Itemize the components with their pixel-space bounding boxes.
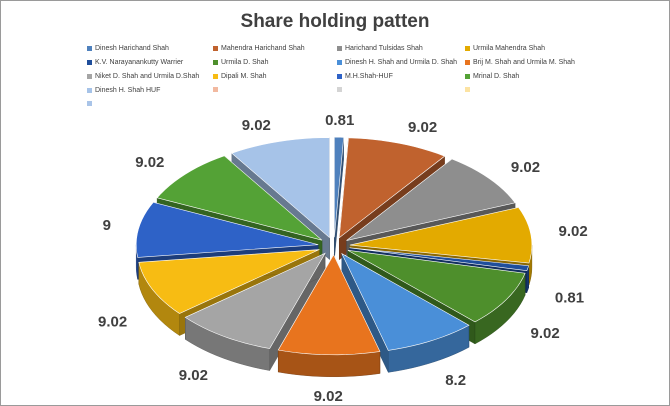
legend-label: Niket D. Shah and Urmila D.Shah	[95, 73, 200, 80]
legend-item: Dinesh H. Shah HUF	[87, 87, 160, 94]
legend-item-empty	[87, 101, 95, 106]
legend-item: M.H.Shah-HUF	[337, 73, 393, 80]
pie-slice	[277, 254, 381, 377]
data-label: 9.02	[242, 117, 271, 134]
data-label: 0.81	[325, 112, 354, 129]
legend-label: Mrinal D. Shah	[473, 73, 520, 80]
legend-swatch	[87, 101, 92, 106]
legend-swatch	[213, 46, 218, 51]
data-label: 9	[103, 217, 111, 234]
data-label: 9.02	[408, 119, 437, 136]
data-label: 8.2	[445, 372, 466, 389]
chart-title: Share holding patten	[240, 11, 430, 32]
legend-label: Harichand Tulsidas Shah	[345, 45, 423, 52]
legend-item: Urmila Mahendra Shah	[465, 45, 545, 52]
legend-swatch	[213, 74, 218, 79]
legend-swatch	[337, 87, 342, 92]
legend-swatch	[87, 74, 92, 79]
legend-item: K.V. Narayanankutty Warrier	[87, 59, 183, 66]
legend-swatch	[465, 60, 470, 65]
legend-label: M.H.Shah-HUF	[345, 73, 393, 80]
legend-swatch	[465, 87, 470, 92]
data-label: 0.81	[555, 289, 584, 306]
legend-swatch	[465, 74, 470, 79]
legend-label: Dinesh H. Shah HUF	[95, 87, 161, 94]
pie-slice	[341, 252, 470, 373]
legend-swatch	[337, 60, 342, 65]
legend-item: Mrinal D. Shah	[465, 73, 519, 80]
legend-label: Urmila Mahendra Shah	[473, 45, 545, 52]
pie-slice	[334, 136, 344, 260]
data-label: 9.02	[179, 367, 208, 384]
legend-label: Urmila D. Shah	[221, 59, 269, 66]
legend-swatch	[213, 60, 218, 65]
legend-item: Dinesh H. Shah and Urmila D. Shah	[337, 59, 457, 66]
legend-label: K.V. Narayanankutty Warrier	[95, 59, 184, 66]
legend-item-empty	[213, 87, 221, 92]
data-label: 9.02	[135, 154, 164, 171]
legend-label: Dinesh Harichand Shah	[95, 45, 169, 52]
legend-label: Dinesh H. Shah and Urmila D. Shah	[345, 59, 458, 66]
legend-label: Brij M. Shah and Urmila M. Shah	[473, 59, 575, 66]
legend-swatch	[87, 46, 92, 51]
data-label: 9.02	[314, 388, 343, 405]
legend-item-empty	[465, 87, 473, 92]
data-label: 9.02	[559, 223, 588, 240]
legend-swatch	[87, 60, 92, 65]
data-label: 9.02	[531, 325, 560, 342]
legend-item: Urmila D. Shah	[213, 59, 268, 66]
legend-label: Mahendra Harichand Shah	[221, 45, 305, 52]
legend-item: Dipali M. Shah	[213, 73, 267, 80]
legend-item: Dinesh Harichand Shah	[87, 45, 169, 52]
data-label: 9.02	[98, 314, 127, 331]
legend-swatch	[337, 74, 342, 79]
legend-swatch	[337, 46, 342, 51]
legend-item: Brij M. Shah and Urmila M. Shah	[465, 59, 575, 66]
legend-item-empty	[337, 87, 345, 92]
legend-swatch	[213, 87, 218, 92]
legend-item: Harichand Tulsidas Shah	[337, 45, 423, 52]
legend-item: Mahendra Harichand Shah	[213, 45, 305, 52]
data-label: 9.02	[511, 159, 540, 176]
legend-label: Dipali M. Shah	[221, 73, 267, 80]
legend-item: Niket D. Shah and Urmila D.Shah	[87, 73, 199, 80]
legend-swatch	[465, 46, 470, 51]
legend-swatch	[87, 88, 92, 93]
